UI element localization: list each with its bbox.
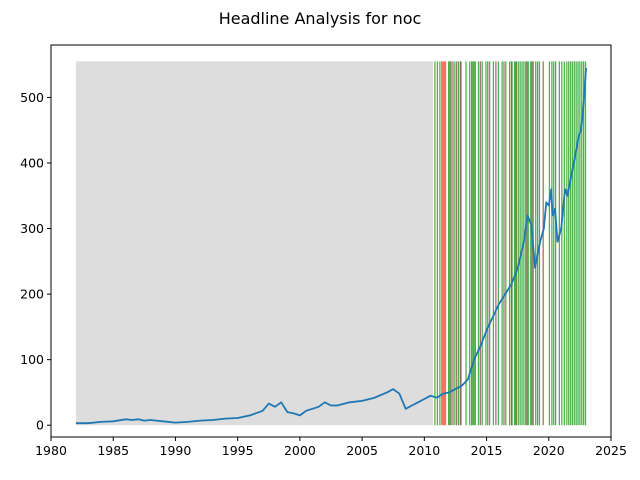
band-positive: [575, 61, 577, 426]
band-positive: [519, 61, 521, 426]
band-positive: [569, 61, 572, 426]
band-positive: [548, 61, 551, 426]
band-positive: [571, 61, 574, 426]
band-positive: [457, 61, 460, 426]
band-mixed: [459, 61, 462, 426]
x-tick-label: 2010: [408, 443, 440, 458]
y-tick-label: 400: [20, 155, 44, 170]
band-positive: [558, 61, 560, 426]
x-axis: 1980 1985 1990 1995 2000 2005 2010 2015 2020 2025: [35, 437, 627, 458]
band-positive: [579, 61, 581, 426]
x-tick-label: 2025: [595, 443, 627, 458]
band-positive: [501, 61, 503, 426]
y-axis: 0 100 200 300 400 500: [20, 90, 51, 433]
band-mixed: [456, 61, 458, 426]
y-tick-label: 300: [20, 221, 44, 236]
band-positive: [477, 61, 480, 426]
x-tick-label: 1985: [97, 443, 129, 458]
y-tick-label: 100: [20, 352, 44, 367]
band-mixed: [526, 61, 528, 426]
band-positive: [513, 61, 516, 426]
band-positive: [563, 61, 565, 426]
band-positive: [485, 61, 487, 426]
band-negative: [442, 61, 444, 426]
price-series: [75, 67, 587, 425]
band-positive: [454, 61, 456, 426]
band-mixed: [542, 61, 544, 426]
band-positive: [568, 61, 570, 426]
band-positive: [561, 61, 563, 426]
band-mixed: [515, 61, 517, 426]
band-positive: [489, 61, 491, 426]
band-positive: [447, 61, 450, 426]
headline-bands: [75, 61, 587, 426]
chart-title: Headline Analysis for noc: [219, 9, 422, 28]
band-mixed: [452, 61, 454, 426]
series-line: [75, 67, 587, 425]
band-positive: [492, 61, 495, 426]
band-positive: [555, 61, 557, 426]
y-tick-label: 500: [20, 90, 44, 105]
x-tick-label: 1980: [35, 443, 67, 458]
band-mixed: [449, 61, 451, 426]
band-positive: [472, 61, 474, 426]
band-positive: [525, 61, 527, 426]
band-positive: [535, 61, 537, 426]
band-positive: [577, 61, 579, 426]
x-tick-label: 1990: [160, 443, 192, 458]
band-positive: [508, 61, 511, 426]
band-mixed: [510, 61, 513, 426]
band-positive: [530, 61, 532, 426]
band-positive: [521, 61, 523, 426]
band-neutral: [75, 61, 434, 426]
band-positive: [473, 61, 475, 426]
band-positive: [505, 61, 507, 426]
band-positive: [497, 61, 499, 426]
band-positive: [481, 61, 483, 426]
band-positive: [566, 61, 568, 426]
band-mixed: [503, 61, 505, 426]
band-mixed: [487, 61, 489, 426]
band-mixed: [479, 61, 481, 426]
plot-frame: [50, 44, 612, 438]
band-positive: [474, 61, 476, 426]
band-negative: [441, 61, 443, 426]
band-positive: [450, 61, 452, 426]
band-positive: [517, 61, 519, 426]
band-positive: [536, 61, 539, 426]
axes: [50, 44, 612, 438]
band-mixed: [531, 61, 533, 426]
y-tick-label: 200: [20, 287, 44, 302]
x-tick-label: 2020: [533, 443, 565, 458]
x-tick-label: 1995: [222, 443, 254, 458]
band-positive: [581, 61, 583, 426]
y-tick-label: 0: [36, 418, 44, 433]
band-positive: [527, 61, 529, 426]
band-positive: [553, 61, 555, 426]
band-positive: [573, 61, 575, 426]
band-positive: [551, 61, 553, 426]
band-positive: [583, 61, 585, 426]
band-positive: [584, 61, 587, 426]
band-positive: [465, 61, 467, 426]
x-tick-label: 2015: [471, 443, 503, 458]
band-positive: [469, 61, 471, 426]
band-negative: [444, 61, 447, 426]
band-mixed: [495, 61, 497, 426]
band-positive: [439, 61, 441, 426]
band-positive: [436, 61, 439, 426]
band-negative: [443, 61, 445, 426]
band-positive: [434, 61, 436, 426]
x-tick-label: 2000: [284, 443, 316, 458]
x-tick-label: 2005: [346, 443, 378, 458]
band-positive: [471, 61, 473, 426]
